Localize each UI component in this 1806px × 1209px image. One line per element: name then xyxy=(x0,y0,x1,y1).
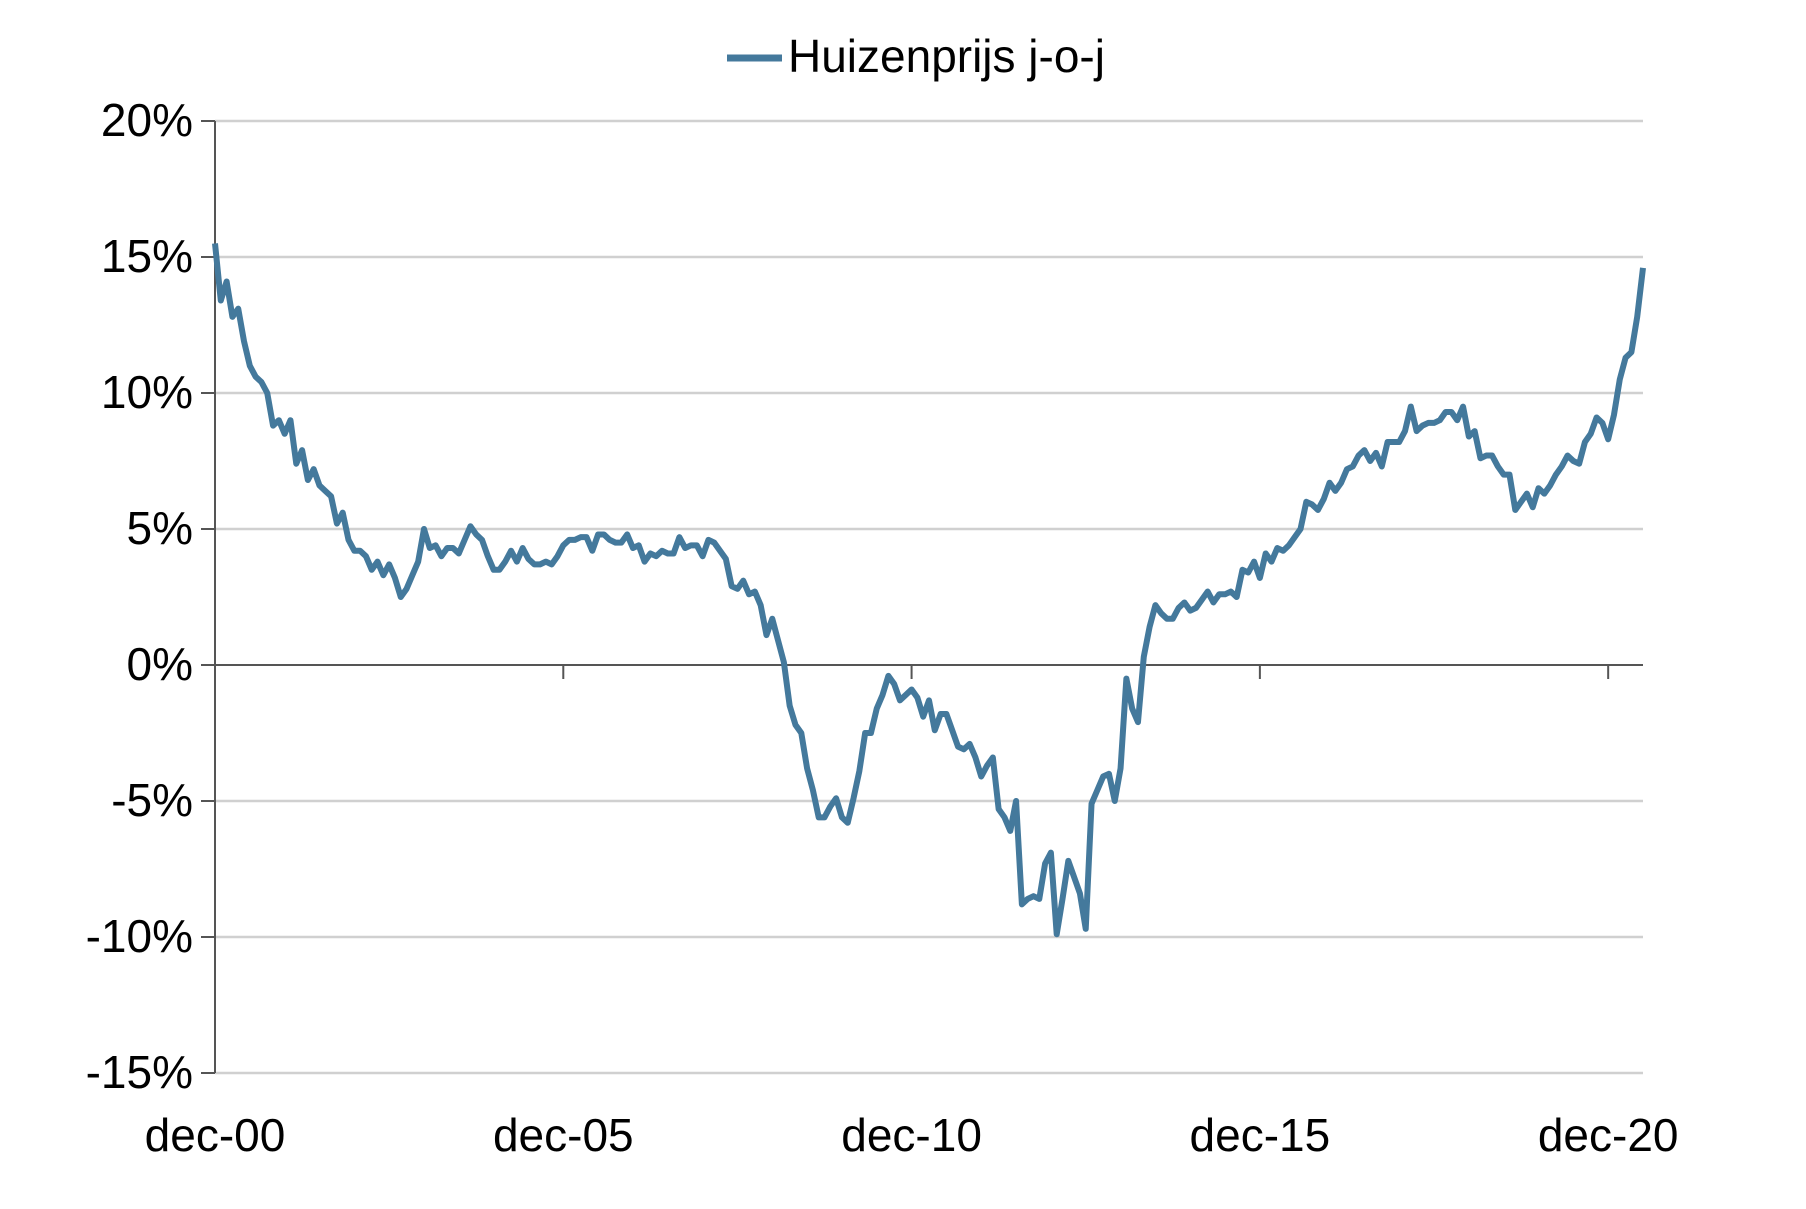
x-tick-label: dec-10 xyxy=(841,1109,982,1161)
legend-label: Huizenprijs j-o-j xyxy=(788,30,1105,82)
y-tick-label: -10% xyxy=(86,910,193,962)
data-line xyxy=(212,243,1646,938)
x-tick-label: dec-00 xyxy=(145,1109,286,1161)
y-tick-label: 0% xyxy=(127,638,193,690)
x-tick-label: dec-20 xyxy=(1538,1109,1679,1161)
y-tick-label: 15% xyxy=(101,230,193,282)
y-tick-label: 5% xyxy=(127,502,193,554)
y-tick-label: -15% xyxy=(86,1046,193,1098)
x-tick-label: dec-15 xyxy=(1190,1109,1331,1161)
y-tick-label: -5% xyxy=(111,774,193,826)
y-tick-label: 20% xyxy=(101,94,193,146)
x-tick-label: dec-05 xyxy=(493,1109,634,1161)
y-tick-label: 10% xyxy=(101,366,193,418)
